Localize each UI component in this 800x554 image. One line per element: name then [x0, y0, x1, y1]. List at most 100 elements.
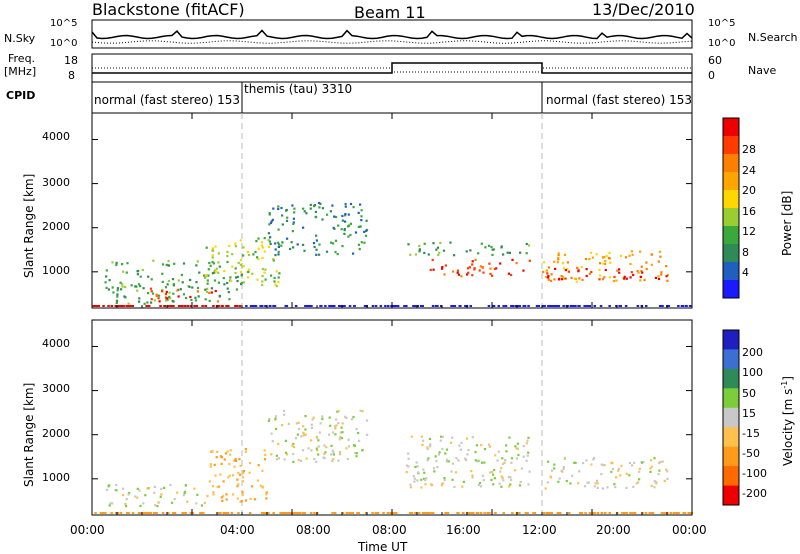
power-data-cell — [604, 268, 607, 272]
velocity-data-cell — [234, 457, 237, 461]
power-data-cell — [263, 271, 266, 274]
velocity-ground-scatter-cell — [139, 512, 142, 514]
power-ground-scatter-cell — [122, 305, 125, 307]
velocity-data-cell — [236, 478, 239, 481]
velocity-data-cell — [209, 465, 212, 468]
power-data-cell — [248, 268, 251, 271]
power-data-cell — [206, 287, 209, 290]
power-colorbar-cell — [723, 118, 739, 137]
velocity-data-cell — [304, 428, 307, 431]
velocity-data-cell — [232, 493, 235, 496]
velocity-data-cell — [237, 483, 240, 486]
power-data-cell — [554, 267, 557, 270]
power-data-cell — [418, 249, 421, 252]
power-ground-scatter-cell — [548, 305, 551, 307]
velocity-data-cell — [146, 487, 149, 490]
velocity-data-cell — [244, 499, 248, 502]
power-data-cell — [318, 243, 321, 246]
power-data-cell — [321, 218, 324, 221]
power-data-cell — [309, 203, 312, 206]
velocity-ground-scatter-cell — [261, 512, 264, 514]
power-data-cell — [211, 254, 214, 257]
velocity-data-cell — [270, 432, 273, 435]
velocity-data-cell — [471, 476, 474, 479]
power-data-cell — [608, 251, 611, 254]
velocity-data-cell — [426, 459, 429, 462]
velocity-data-cell — [347, 445, 351, 448]
power-data-cell — [207, 268, 210, 271]
cpid-segment-label: normal (fast stereo) 153 — [94, 93, 241, 107]
velocity-data-cell — [176, 491, 179, 494]
velocity-data-cell — [263, 449, 266, 452]
power-data-cell — [261, 246, 264, 249]
power-data-cell — [191, 286, 194, 289]
power-data-cell — [267, 238, 270, 241]
power-data-cell — [510, 273, 513, 277]
power-ground-scatter-cell — [615, 305, 618, 307]
power-data-cell — [196, 290, 199, 293]
power-ground-scatter-cell — [120, 305, 123, 307]
velocity-ground-scatter-cell — [94, 512, 97, 514]
velocity-data-cell — [355, 452, 358, 455]
velocity-data-cell — [222, 480, 225, 483]
power-data-cell — [269, 221, 272, 225]
power-data-cell — [194, 299, 198, 302]
velocity-ground-scatter-cell — [287, 512, 291, 514]
velocity-ground-scatter-cell — [173, 512, 177, 514]
velocity-data-cell — [263, 458, 267, 461]
power-ground-scatter-cell — [522, 305, 525, 307]
velocity-data-cell — [107, 485, 110, 488]
power-data-cell — [502, 253, 505, 256]
power-data-cell — [185, 296, 188, 300]
power-data-cell — [204, 298, 207, 301]
power-data-cell — [213, 270, 216, 273]
power-data-cell — [599, 262, 602, 265]
velocity-ground-scatter-cell — [533, 512, 537, 514]
velocity-data-cell — [321, 417, 324, 420]
velocity-data-cell — [310, 449, 313, 452]
power-data-cell — [588, 272, 591, 275]
velocity-data-cell — [650, 465, 653, 468]
power-data-cell — [473, 267, 476, 270]
sky-noise-trace — [91, 29, 693, 40]
velocity-data-cell — [527, 451, 530, 454]
power-ground-scatter-cell — [384, 305, 387, 307]
velocity-ground-scatter-cell — [299, 512, 302, 514]
velocity-ground-scatter-cell — [629, 512, 632, 514]
velocity-ground-scatter-cell — [682, 512, 685, 514]
power-data-cell — [115, 263, 118, 267]
power-ground-scatter-cell — [234, 305, 237, 307]
velocity-data-cell — [478, 482, 482, 485]
power-data-cell — [468, 266, 471, 269]
velocity-data-cell — [355, 428, 358, 431]
velocity-data-cell — [111, 502, 114, 505]
power-data-cell — [557, 256, 560, 259]
velocity-colorbar-cell — [723, 427, 739, 448]
power-data-cell — [615, 279, 618, 282]
velocity-ground-scatter-cell — [149, 512, 153, 514]
velocity-data-cell — [277, 457, 280, 460]
velocity-data-cell — [582, 462, 585, 465]
velocity-data-cell — [413, 480, 416, 483]
velocity-data-cell — [526, 439, 529, 442]
power-data-cell — [471, 260, 474, 263]
velocity-data-cell — [134, 495, 137, 498]
velocity-data-cell — [184, 484, 187, 487]
velocity-ground-scatter-cell — [502, 512, 505, 514]
power-ground-scatter-cell — [92, 305, 96, 307]
velocity-data-cell — [248, 471, 251, 474]
power-data-cell — [150, 301, 153, 304]
xtick-label: 00:00 — [672, 523, 707, 537]
velocity-data-cell — [562, 466, 565, 469]
velocity-ground-scatter-cell — [382, 512, 385, 514]
power-data-cell — [637, 271, 640, 274]
velocity-data-cell — [115, 483, 118, 487]
power-data-cell — [358, 248, 361, 251]
velocity-data-cell — [466, 453, 469, 456]
velocity-ground-scatter-cell — [446, 512, 450, 514]
power-data-cell — [527, 244, 531, 247]
power-data-cell — [173, 262, 176, 265]
velocity-data-cell — [422, 468, 425, 471]
velocity-ground-scatter-cell — [651, 512, 655, 514]
velocity-ground-scatter-cell — [331, 512, 334, 514]
